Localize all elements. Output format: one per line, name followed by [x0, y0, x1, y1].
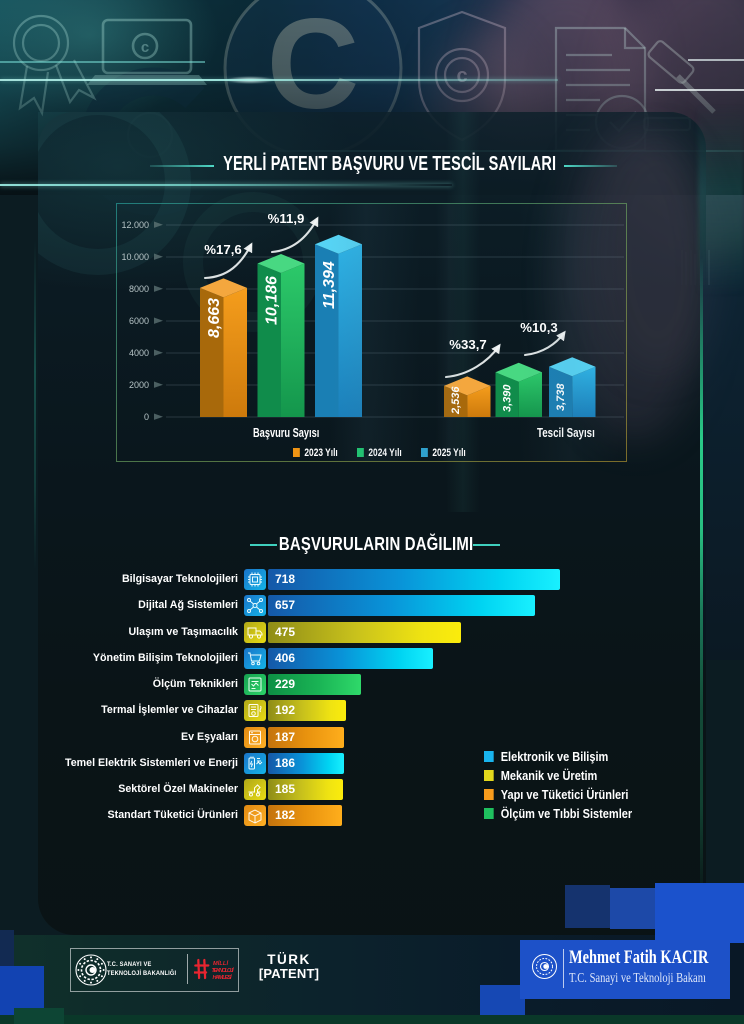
svg-text:10.000: 10.000 — [121, 252, 149, 262]
svg-text:2000: 2000 — [129, 380, 149, 390]
svg-text:%33,7: %33,7 — [449, 337, 486, 352]
svg-text:3,390: 3,390 — [502, 384, 514, 412]
svg-text:12.000: 12.000 — [121, 220, 149, 230]
svg-text:%11,9: %11,9 — [268, 211, 305, 226]
svg-text:HAMLESİ: HAMLESİ — [213, 974, 232, 981]
svg-text:4000: 4000 — [129, 348, 149, 358]
svg-text:8,663: 8,663 — [206, 298, 223, 338]
svg-text:TEKNOLOJİ: TEKNOLOJİ — [212, 967, 235, 974]
svg-text:%17,6: %17,6 — [204, 242, 241, 257]
svg-text:6000: 6000 — [129, 316, 149, 326]
svg-text:2,536: 2,536 — [450, 386, 462, 415]
svg-text:%10,3: %10,3 — [520, 320, 557, 335]
svg-text:8000: 8000 — [129, 284, 149, 294]
svg-text:10,186: 10,186 — [264, 276, 281, 325]
svg-text:MİLLİ: MİLLİ — [213, 960, 228, 967]
svg-text:11,394: 11,394 — [321, 261, 338, 309]
svg-text:0: 0 — [144, 412, 149, 422]
svg-text:3,738: 3,738 — [555, 383, 567, 411]
